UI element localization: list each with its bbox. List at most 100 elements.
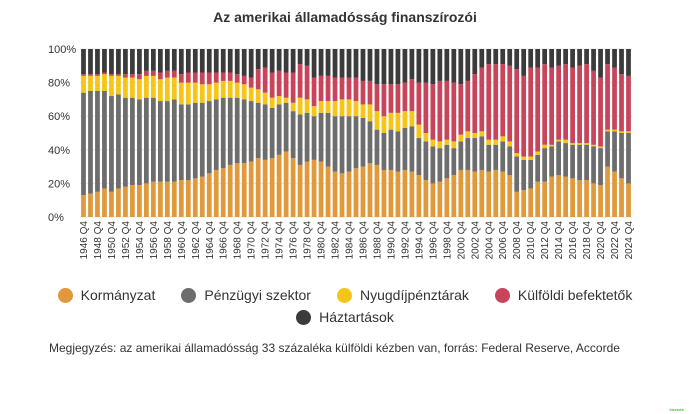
bar-segment — [395, 112, 401, 132]
bar-segment — [423, 180, 429, 217]
x-tick-label: 1994 Q4 — [414, 221, 425, 260]
bar-segment — [81, 92, 86, 196]
bar-segment — [430, 146, 436, 184]
x-tick-label: 2024 Q4 — [624, 221, 635, 260]
bar-stack — [123, 49, 128, 217]
bar-segment — [367, 121, 373, 164]
bar-segment — [346, 171, 352, 217]
x-tick-label: 2016 Q4 — [568, 221, 579, 260]
bar-stack — [255, 49, 261, 217]
bar-segment — [605, 64, 610, 130]
legend-swatch-penzugyi-szektor — [181, 287, 197, 303]
bar-segment — [570, 49, 575, 68]
bar-stack — [199, 49, 205, 217]
legend-row-1: Kormányzat Pénzügyi szektor Nyugdíjpénzt… — [0, 287, 690, 303]
bar-segment — [248, 77, 254, 88]
bar-segment — [423, 133, 429, 142]
bar-segment — [339, 49, 345, 78]
bar-segment — [157, 72, 163, 80]
bar-segment — [255, 102, 261, 159]
bar-segment — [437, 181, 443, 217]
bar-segment — [227, 80, 233, 98]
bar-stack — [605, 49, 610, 217]
y-axis-ticks: 0% 20% 40% 60% 80% 100% — [48, 44, 76, 224]
bar-segment — [311, 159, 317, 217]
x-tick-label: 1982 Q4 — [331, 221, 342, 260]
bar-segment — [137, 79, 142, 100]
bar-segment — [178, 49, 184, 75]
bar-segment — [570, 67, 575, 144]
bar-segment — [458, 141, 464, 170]
x-tick-label: 2000 Q4 — [456, 221, 467, 260]
bar-segment — [584, 180, 589, 217]
bar-stack — [116, 49, 121, 217]
bar-segment — [493, 49, 499, 65]
bar-segment — [227, 49, 233, 73]
bar-stack — [514, 49, 520, 217]
bar-segment — [144, 97, 149, 184]
bar-segment — [437, 80, 443, 142]
bar-stack — [416, 49, 422, 217]
bar-segment — [605, 49, 610, 65]
bar-segment — [591, 183, 596, 217]
bar-segment — [88, 75, 93, 91]
bar-segment — [472, 133, 478, 139]
bar-segment — [556, 49, 562, 66]
bar-segment — [325, 112, 331, 167]
bar-stack — [213, 49, 219, 217]
bars — [81, 49, 631, 217]
bar-segment — [318, 161, 324, 217]
bar-segment — [409, 111, 415, 127]
bar-segment — [192, 102, 198, 179]
bar-segment — [598, 146, 603, 149]
bar-segment — [213, 99, 219, 170]
legend-item-kormanyzat: Kormányzat — [57, 287, 155, 303]
bar-segment — [325, 101, 331, 113]
bar-stack — [570, 49, 575, 217]
bar-segment — [206, 173, 212, 217]
bar-segment — [234, 74, 240, 83]
bar-segment — [479, 131, 485, 137]
bar-segment — [563, 143, 568, 177]
bar-segment — [95, 91, 100, 192]
bar-segment — [549, 144, 555, 147]
bar-segment — [465, 131, 471, 139]
bar-segment — [605, 131, 610, 167]
bar-segment — [255, 158, 261, 217]
bar-stack — [395, 49, 401, 217]
x-tick-label: 2012 Q4 — [540, 221, 551, 260]
bar-segment — [178, 180, 184, 217]
bar-segment — [458, 49, 464, 85]
x-tick-label: 2004 Q4 — [484, 221, 495, 260]
bar-segment — [521, 156, 527, 160]
bar-stack — [290, 49, 296, 217]
bar-segment — [556, 139, 562, 142]
bar-segment — [109, 74, 114, 76]
bar-stack — [248, 49, 254, 217]
bar-segment — [493, 144, 499, 170]
bar-segment — [283, 151, 289, 217]
bar-stack — [500, 49, 506, 217]
bar-segment — [549, 176, 555, 217]
bar-segment — [416, 49, 422, 83]
bar-segment — [150, 97, 156, 182]
x-tick-label: 2008 Q4 — [512, 221, 523, 260]
bar-segment — [130, 97, 135, 186]
x-tick-label: 1968 Q4 — [233, 221, 244, 260]
bar-segment — [276, 70, 282, 97]
bar-segment — [479, 136, 485, 170]
bar-segment — [430, 183, 436, 217]
watermark-logo: ■■■■■■ — [669, 407, 685, 412]
bar-segment — [409, 126, 415, 172]
bar-segment — [556, 175, 562, 217]
bar-stack — [304, 49, 310, 217]
bar-stack — [164, 49, 170, 217]
bar-segment — [549, 146, 555, 177]
bar-segment — [109, 49, 114, 75]
bar-segment — [444, 144, 450, 179]
bar-segment — [144, 75, 149, 98]
bar-stack — [353, 49, 359, 217]
x-tick-label: 1978 Q4 — [303, 221, 314, 260]
bar-segment — [584, 143, 589, 145]
bar-segment — [325, 75, 331, 102]
